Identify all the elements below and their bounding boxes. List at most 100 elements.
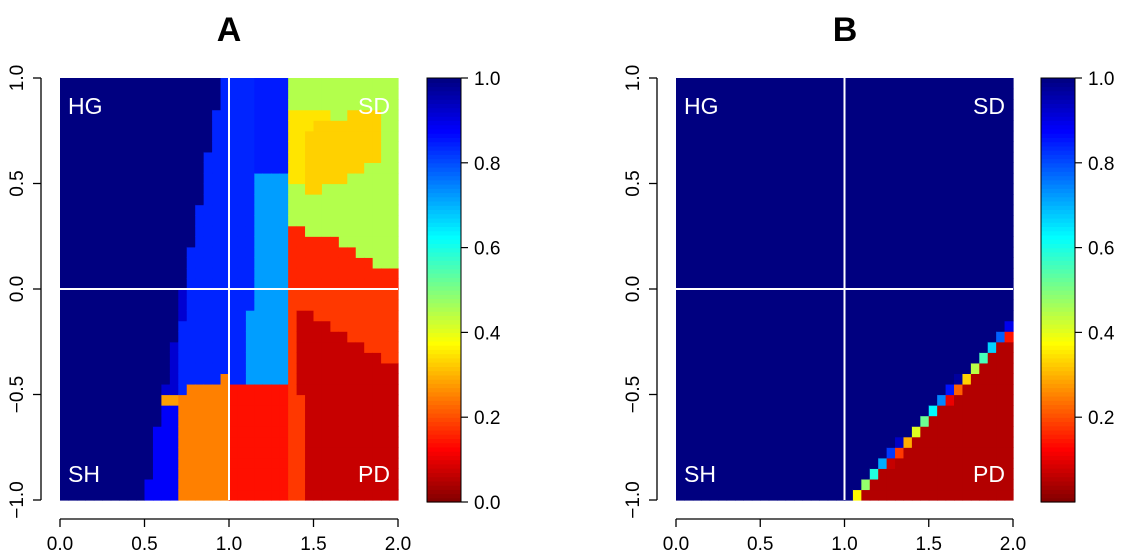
- heatmap-cell: [372, 447, 382, 459]
- heatmap-cell: [734, 194, 745, 206]
- heatmap-cell: [684, 88, 694, 100]
- heatmap-cell: [161, 151, 171, 163]
- heatmap-cell: [355, 278, 365, 290]
- heatmap-cell: [844, 141, 854, 153]
- heatmap-cell: [928, 141, 938, 153]
- colorbar-segment: [1041, 315, 1075, 321]
- heatmap-cell: [271, 109, 281, 121]
- heatmap-cell: [869, 204, 879, 216]
- heatmap-cell: [810, 289, 820, 301]
- heatmap-cell: [920, 383, 930, 396]
- heatmap-cell: [296, 394, 306, 406]
- heatmap-cell: [161, 278, 171, 290]
- heatmap-cell: [144, 141, 154, 153]
- heatmap-cell: [186, 457, 196, 469]
- heatmap-cell: [979, 99, 989, 111]
- heatmap-cell: [93, 204, 103, 216]
- heatmap-cell: [245, 130, 255, 142]
- heatmap-cell: [152, 172, 162, 185]
- heatmap-cell: [68, 120, 78, 132]
- heatmap-cell: [220, 88, 230, 100]
- heatmap-cell: [692, 278, 702, 290]
- colorbar-segment: [427, 468, 461, 473]
- heatmap-cell: [355, 383, 365, 396]
- colorbar-segment: [427, 260, 461, 266]
- heatmap-cell: [110, 78, 120, 90]
- x-tick-label: 1.5: [300, 534, 326, 553]
- colorbar-segment: [427, 158, 461, 164]
- colorbar-segment: [1041, 133, 1075, 138]
- heatmap-cell: [127, 341, 137, 353]
- heatmap-cell: [718, 88, 728, 100]
- heatmap-cell: [296, 204, 306, 216]
- heatmap-cell: [836, 225, 846, 237]
- heatmap-cell: [886, 204, 896, 216]
- heatmap-cell: [186, 468, 196, 480]
- heatmap-cell: [127, 151, 137, 163]
- heatmap-cell: [271, 415, 281, 427]
- colorbar-segment: [1041, 383, 1075, 389]
- heatmap-cell: [119, 109, 129, 121]
- heatmap-cell: [676, 109, 686, 121]
- heatmap-cell: [945, 362, 955, 374]
- heatmap-cell: [76, 352, 86, 364]
- heatmap-cell: [372, 78, 382, 90]
- heatmap-cell: [920, 130, 930, 142]
- heatmap-cell: [262, 436, 272, 448]
- heatmap-cell: [861, 183, 871, 195]
- heatmap-cell: [777, 489, 787, 501]
- heatmap-cell: [987, 405, 997, 417]
- heatmap-cell: [768, 120, 778, 132]
- heatmap-cell: [709, 162, 719, 174]
- heatmap-cell: [330, 373, 340, 385]
- heatmap-cell: [262, 267, 272, 280]
- heatmap-cell: [178, 299, 188, 311]
- heatmap-cell: [962, 352, 972, 364]
- heatmap-cell: [169, 341, 179, 353]
- heatmap-cell: [692, 99, 702, 111]
- heatmap-cell: [305, 88, 315, 100]
- heatmap-cell: [701, 183, 711, 195]
- heatmap-cell: [355, 130, 365, 142]
- heatmap-cell: [777, 267, 787, 280]
- colorbar-segment: [427, 78, 461, 83]
- heatmap-cell: [288, 478, 298, 491]
- heatmap-cell: [836, 194, 846, 206]
- heatmap-cell: [760, 341, 770, 353]
- heatmap-cell: [793, 320, 803, 332]
- heatmap-cell: [110, 172, 120, 185]
- heatmap-cell: [93, 352, 103, 364]
- heatmap-cell: [852, 151, 862, 163]
- heatmap-cell: [76, 215, 86, 227]
- heatmap-cell: [734, 489, 745, 501]
- heatmap-cell: [895, 426, 905, 438]
- heatmap-cell: [381, 394, 391, 406]
- heatmap-cell: [777, 99, 787, 111]
- heatmap-cell: [372, 489, 382, 501]
- colorbar-segment: [427, 82, 461, 88]
- heatmap-cell: [945, 267, 955, 280]
- heatmap-cell: [684, 405, 694, 417]
- heatmap-cell: [819, 246, 829, 258]
- heatmap-cell: [777, 130, 787, 142]
- heatmap-cell: [734, 352, 745, 364]
- heatmap-cell: [288, 151, 298, 163]
- heatmap-cell: [852, 225, 862, 237]
- heatmap-cell: [970, 383, 980, 396]
- heatmap-cell: [827, 383, 837, 396]
- heatmap-cell: [768, 162, 778, 174]
- heatmap-cell: [144, 130, 154, 142]
- heatmap-cell: [962, 183, 972, 195]
- colorbar-segment: [427, 94, 461, 100]
- heatmap-cell: [381, 120, 391, 132]
- heatmap-cell: [692, 331, 702, 343]
- heatmap-cell: [229, 457, 239, 469]
- heatmap-cell: [296, 299, 306, 311]
- heatmap-cell: [987, 489, 997, 501]
- heatmap-cell: [768, 362, 778, 374]
- heatmap-cell: [68, 468, 78, 480]
- heatmap-cell: [895, 236, 905, 248]
- heatmap-cell: [127, 246, 137, 258]
- heatmap-cell: [305, 426, 315, 438]
- heatmap-cell: [186, 172, 196, 185]
